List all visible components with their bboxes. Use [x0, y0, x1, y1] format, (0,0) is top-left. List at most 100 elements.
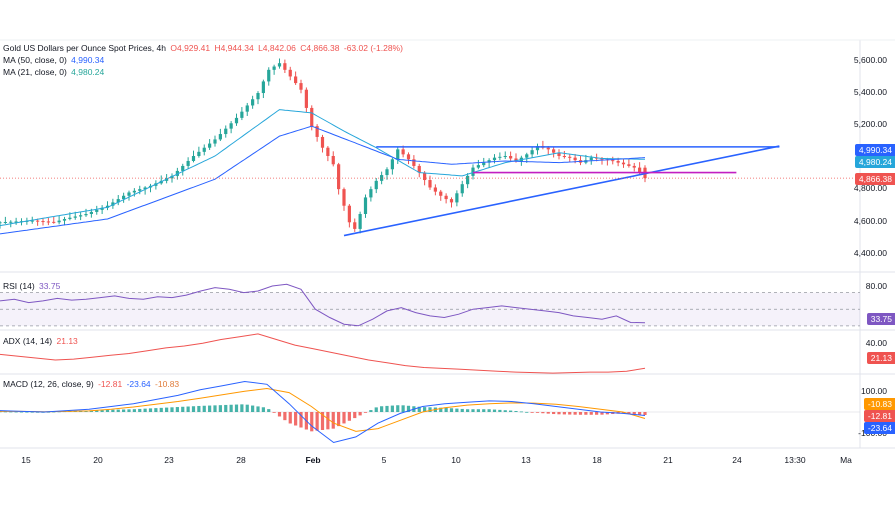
x-tick: 13	[521, 455, 531, 465]
macd-hist-bar	[380, 406, 384, 412]
candle-body	[455, 193, 459, 203]
adx-badge: 21.13	[866, 352, 895, 364]
candle-body	[444, 195, 448, 200]
macd-hist-bar	[423, 407, 427, 412]
candle-body	[283, 63, 287, 70]
macd-hist-bar	[100, 410, 104, 412]
candle-body	[482, 162, 486, 166]
macd-hist-bar	[632, 412, 636, 415]
macd-value-2: -23.64	[126, 379, 151, 389]
candle-body	[299, 83, 303, 90]
macd-hist-bar	[541, 412, 545, 414]
candle-body	[267, 69, 271, 82]
candle-body	[261, 81, 265, 94]
candle-body	[175, 170, 179, 176]
ohlc-open: O4,929.41	[170, 43, 211, 53]
candle-body	[52, 221, 56, 223]
rsi-legend: RSI (14) 33.75	[3, 281, 60, 291]
candle-body	[627, 164, 631, 166]
macd-hist-bar	[374, 407, 378, 412]
macd-hist-bar	[3, 411, 7, 413]
macd-hist-bar	[396, 405, 400, 412]
adx-line	[0, 333, 646, 374]
candle-body	[428, 180, 432, 188]
rsi-badge: 33.75	[866, 313, 895, 325]
candle-body	[251, 99, 255, 106]
x-tick: Feb	[305, 455, 321, 465]
candle-body	[224, 128, 228, 135]
macd-hist-bar	[202, 405, 206, 412]
x-tick: 24	[732, 455, 742, 465]
macd-hist-badge: -10.83	[863, 398, 895, 410]
macd-hist-bar	[277, 412, 282, 417]
candle-body	[562, 156, 566, 157]
candle-body	[73, 216, 77, 218]
candle-body	[191, 156, 196, 161]
macd-hist-bar	[89, 410, 93, 412]
macd-hist-bar	[213, 405, 217, 412]
x-tick: 20	[93, 455, 103, 465]
candle-body	[186, 160, 190, 166]
macd-hist-bar	[234, 404, 239, 412]
candle-body	[460, 184, 464, 194]
candle-body	[304, 89, 308, 108]
macd-hist-bar	[181, 406, 185, 412]
candle-body	[423, 172, 427, 181]
macd-hist-bar	[595, 412, 599, 415]
macd-hist-bar	[191, 406, 196, 412]
candle-body	[0, 222, 2, 224]
candle-body	[492, 157, 497, 161]
macd-hist-bar	[95, 410, 99, 412]
macd-hist-bar	[148, 408, 153, 412]
macd-hist-bar	[224, 404, 228, 412]
macd-line-badge: -12.81	[863, 410, 895, 422]
macd-hist-bar	[245, 404, 249, 412]
macd-hist-bar	[605, 412, 609, 415]
candle-body	[240, 111, 244, 118]
candle-body	[288, 69, 292, 77]
candle-body	[143, 187, 147, 190]
ma21-label: MA (21, close, 0)	[3, 67, 67, 77]
candle-body	[46, 221, 50, 223]
candle-body	[342, 189, 346, 206]
macd-hist-bar	[455, 408, 459, 412]
candle-body	[632, 165, 636, 168]
macd-hist-bar	[326, 412, 330, 430]
x-tick: 18	[592, 455, 602, 465]
chart-title: Gold US Dollars per Ounce Spot Prices, 4…	[3, 43, 166, 53]
macd-hist-bar	[358, 412, 362, 416]
candle-body	[36, 220, 40, 222]
candle-body	[84, 214, 88, 216]
candle-body	[509, 156, 513, 159]
candle-body	[616, 160, 620, 163]
x-tick: Ma	[840, 455, 852, 465]
candle-body	[390, 159, 394, 170]
macd-hist-bar	[363, 412, 368, 413]
candle-body	[218, 134, 222, 140]
candle-body	[369, 189, 373, 198]
price-tick: 4,600.00	[853, 216, 887, 226]
candle-body	[272, 66, 276, 70]
macd-hist-bar	[353, 412, 357, 419]
candle-body	[320, 136, 325, 148]
candle-body	[525, 154, 529, 158]
candle-body	[449, 199, 454, 203]
rsi-label: RSI (14)	[3, 281, 35, 291]
price-tick: 5,600.00	[853, 55, 887, 65]
candle-body	[546, 147, 550, 150]
macd-hist-bar	[643, 412, 647, 415]
macd-hist-bar	[337, 412, 341, 427]
macd-legend: MACD (12, 26, close, 9) -12.81 -23.64 -1…	[3, 379, 179, 389]
x-tick: 21	[663, 455, 673, 465]
macd-hist-bar	[584, 412, 588, 415]
candle-body	[535, 146, 540, 151]
macd-hist-bar	[525, 411, 529, 413]
macd-hist-bar	[417, 406, 421, 412]
macd-hist-bar	[154, 408, 158, 412]
candle-body	[353, 222, 357, 229]
macd-hist-bar	[444, 407, 448, 412]
candle-body	[552, 149, 556, 153]
macd-hist-bar	[111, 409, 115, 412]
macd-hist-bar	[369, 410, 373, 412]
